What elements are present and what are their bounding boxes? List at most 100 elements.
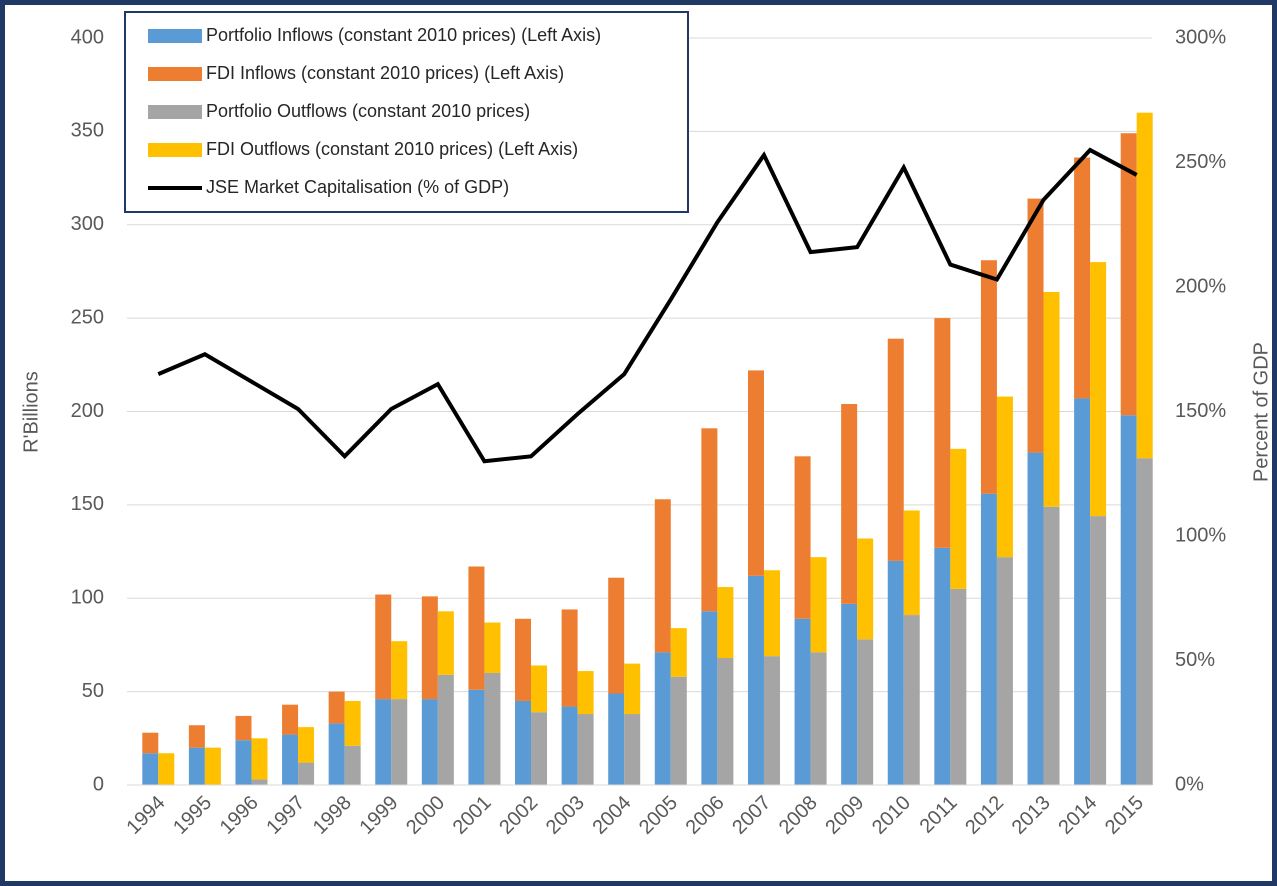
bar	[1027, 452, 1044, 785]
legend-label: FDI Inflows (constant 2010 prices) (Left…	[206, 63, 564, 83]
bar	[810, 557, 827, 653]
bar	[980, 493, 997, 785]
bar	[810, 652, 827, 785]
y-tick-label: 300	[71, 213, 104, 235]
bar	[1074, 398, 1091, 785]
bar	[515, 618, 532, 701]
bar	[484, 622, 501, 673]
bar	[794, 456, 811, 619]
bar	[561, 706, 578, 785]
bar	[887, 338, 904, 561]
bar	[1120, 133, 1137, 416]
legend-swatch	[148, 67, 202, 81]
legend-label: Portfolio Outflows (constant 2010 prices…	[206, 101, 530, 121]
y2-tick-label: 100%	[1175, 524, 1226, 546]
bar	[794, 618, 811, 785]
bar	[344, 700, 361, 746]
y-tick-label: 250	[71, 306, 104, 328]
bar	[903, 510, 920, 616]
bar	[950, 448, 967, 589]
bar	[251, 738, 268, 780]
y2-tick-label: 0%	[1175, 773, 1204, 795]
bar	[328, 723, 345, 785]
bar	[608, 577, 625, 694]
y2-tick-label: 300%	[1175, 26, 1226, 48]
y-tick-label: 150	[71, 493, 104, 515]
legend-swatch	[148, 105, 202, 119]
bar	[841, 603, 858, 785]
bar	[391, 641, 408, 700]
bar	[608, 693, 625, 785]
bar	[531, 712, 548, 785]
bar	[421, 596, 438, 700]
bar	[1090, 262, 1107, 517]
bar	[577, 714, 594, 785]
bar	[654, 499, 671, 653]
bar	[484, 672, 501, 785]
legend: Portfolio Inflows (constant 2010 prices)…	[124, 11, 689, 213]
bar	[437, 611, 454, 675]
legend-swatch	[148, 143, 202, 157]
bar	[298, 727, 315, 763]
bar	[1043, 506, 1060, 785]
bar	[421, 699, 438, 785]
bar	[142, 732, 159, 754]
bar	[468, 689, 485, 785]
legend-label: JSE Market Capitalisation (% of GDP)	[206, 177, 509, 197]
bar	[934, 318, 951, 548]
bar	[1074, 157, 1091, 399]
line	[157, 147, 1138, 464]
bar	[934, 547, 951, 785]
bar	[437, 674, 454, 785]
y2-axis-label: Percent of GDP	[1250, 342, 1272, 482]
bar	[1043, 291, 1060, 507]
legend-label: FDI Outflows (constant 2010 prices) (Lef…	[206, 139, 578, 159]
bar	[235, 715, 252, 741]
bar	[298, 762, 315, 785]
bar	[468, 566, 485, 690]
bar	[717, 658, 734, 785]
bar	[841, 404, 858, 604]
bar	[142, 753, 159, 785]
bar	[701, 611, 718, 785]
bar	[328, 691, 345, 724]
bar	[624, 663, 641, 715]
bar	[996, 396, 1013, 558]
y-tick-label: 50	[82, 680, 104, 702]
bar	[996, 557, 1013, 785]
bar	[561, 609, 578, 707]
bar	[515, 700, 532, 785]
bar	[188, 747, 205, 785]
y-tick-label: 0	[93, 773, 104, 795]
y-tick-label: 400	[71, 26, 104, 48]
bar	[282, 734, 299, 785]
bar	[903, 615, 920, 785]
y2-tick-label: 150%	[1175, 400, 1226, 422]
bar	[887, 560, 904, 785]
bar	[950, 588, 967, 785]
y-tick-label: 350	[71, 120, 104, 142]
legend-box	[124, 11, 689, 213]
bar	[670, 628, 687, 677]
y2-tick-label: 250%	[1175, 151, 1226, 173]
bar	[857, 538, 874, 640]
y-tick-label: 100	[71, 587, 104, 609]
bar	[654, 652, 671, 785]
bar	[1136, 112, 1153, 459]
bar	[344, 745, 361, 785]
bar	[158, 753, 175, 785]
y-tick-label: 200	[71, 400, 104, 422]
bar	[763, 570, 780, 657]
bar	[391, 699, 408, 785]
bar	[1090, 516, 1107, 785]
y2-tick-label: 50%	[1175, 649, 1215, 671]
bar	[747, 370, 764, 576]
bar	[375, 699, 392, 785]
bar	[577, 671, 594, 715]
bar	[1027, 198, 1044, 453]
bar	[282, 704, 299, 735]
bar	[747, 575, 764, 785]
bar	[188, 725, 205, 748]
bar	[204, 747, 221, 785]
